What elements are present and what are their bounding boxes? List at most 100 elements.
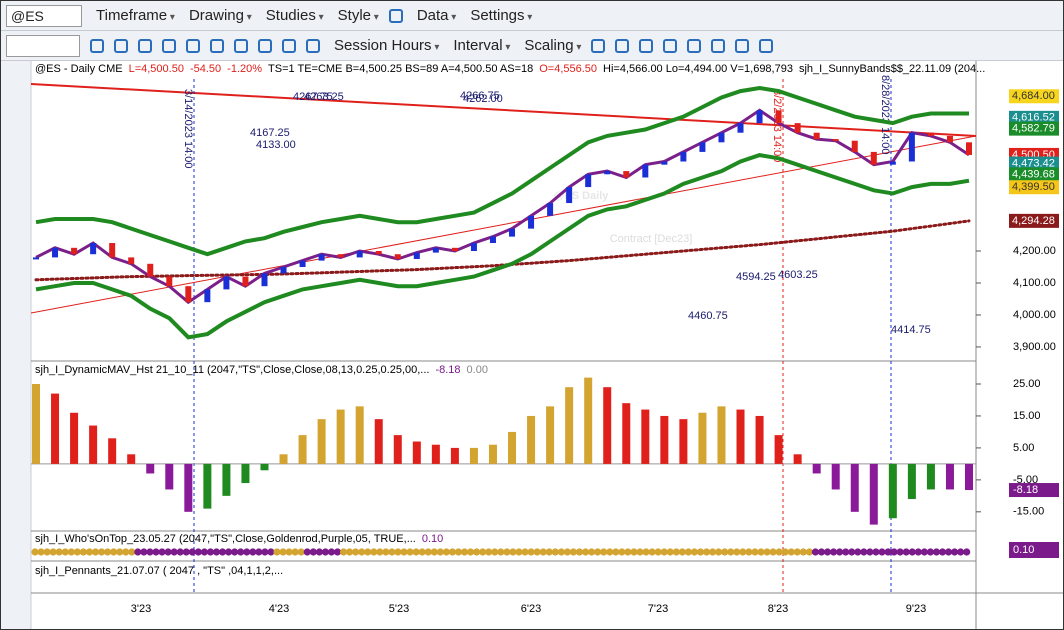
menu[interactable]: Session Hours <box>334 37 439 54</box>
dot <box>648 548 656 556</box>
value-box <box>1009 542 1059 558</box>
dot <box>255 548 263 556</box>
dot <box>557 548 565 556</box>
histogram-bar <box>374 419 383 464</box>
header-value: -8.18 <box>435 364 460 376</box>
icon[interactable] <box>711 38 726 53</box>
icon[interactable] <box>388 8 403 23</box>
dot <box>430 548 438 556</box>
x-tick-label: 6'23 <box>521 603 541 615</box>
dot <box>727 548 735 556</box>
dot-segment <box>811 548 971 556</box>
dot <box>781 548 789 556</box>
symbol-box[interactable]: @ES <box>6 4 82 27</box>
annotation: 4460.75 <box>688 310 728 322</box>
menu[interactable]: Drawing <box>189 7 252 24</box>
icon[interactable] <box>687 38 702 53</box>
header-item: Hi=4,566.00 Lo=4,494.00 V=1,698,793 <box>603 63 793 75</box>
icon[interactable] <box>186 38 200 53</box>
dot <box>830 548 838 556</box>
dot <box>110 548 118 556</box>
candle <box>966 142 972 155</box>
annotation: 4263.25 <box>304 91 344 103</box>
menu[interactable]: Data <box>417 7 457 24</box>
histogram-bar <box>412 441 421 464</box>
histogram-bar <box>488 444 497 464</box>
icon[interactable] <box>162 38 176 53</box>
histogram-bar <box>70 412 79 464</box>
menu[interactable]: Style <box>338 7 379 24</box>
menu[interactable]: Settings <box>470 7 532 24</box>
candle <box>870 151 877 165</box>
dot <box>515 548 523 556</box>
dot <box>588 548 596 556</box>
icon[interactable] <box>735 38 750 53</box>
header-value: 0.00 <box>467 364 488 376</box>
x-axis: 3'23 4'23 5'23 6'23 7'23 8'23 9'23 <box>131 603 926 615</box>
icon[interactable] <box>663 38 678 53</box>
icon[interactable] <box>114 38 128 53</box>
dot <box>279 548 287 556</box>
dot <box>575 548 584 556</box>
value-box <box>1009 483 1059 498</box>
dot <box>406 548 414 556</box>
dot <box>775 548 783 556</box>
dot <box>146 548 154 556</box>
dot <box>721 548 729 556</box>
icon[interactable] <box>138 38 152 53</box>
histogram-bar <box>774 435 783 464</box>
icon[interactable] <box>639 38 654 53</box>
candle <box>470 243 477 252</box>
icon[interactable] <box>90 38 104 53</box>
dot <box>581 548 590 556</box>
icon[interactable] <box>282 38 296 53</box>
menu[interactable]: Scaling <box>524 37 581 54</box>
dot <box>884 548 892 556</box>
candle <box>71 247 78 255</box>
dot <box>793 548 801 556</box>
dot <box>491 548 499 556</box>
histogram-bar <box>698 412 707 464</box>
icon[interactable] <box>759 38 774 53</box>
dot <box>388 548 396 556</box>
candle <box>394 254 401 260</box>
candle <box>337 254 344 258</box>
dot <box>291 548 299 556</box>
menu[interactable]: Studies <box>266 7 324 24</box>
dot <box>400 548 408 556</box>
menu[interactable]: Timeframe <box>96 7 175 24</box>
dot <box>104 548 112 556</box>
dot <box>872 548 880 556</box>
dot <box>848 548 856 556</box>
annotation: 4133.00 <box>256 139 296 151</box>
icon[interactable] <box>234 38 248 53</box>
dropdown[interactable] <box>6 34 80 57</box>
histogram-bar <box>165 463 174 490</box>
dot <box>914 548 922 556</box>
histogram-bar <box>260 463 269 471</box>
y-tick-label: 3,900.00 <box>1013 341 1056 353</box>
menu[interactable]: Interval <box>453 37 510 54</box>
candle <box>813 132 820 140</box>
candle <box>90 243 97 255</box>
icon[interactable] <box>210 38 224 53</box>
dot <box>285 548 293 556</box>
time-mark-label: 8/2/2023 14:00 <box>771 89 783 162</box>
icon[interactable] <box>615 38 630 53</box>
candle <box>642 164 649 178</box>
dot <box>134 548 142 556</box>
dot <box>394 548 402 556</box>
histogram-bar <box>317 419 326 464</box>
dot <box>188 548 196 556</box>
price-label: 4,684.00 <box>1012 90 1055 102</box>
icon[interactable] <box>258 38 272 53</box>
icon[interactable] <box>591 38 606 53</box>
dot <box>908 548 916 556</box>
icon[interactable] <box>306 38 320 53</box>
annotation: 4167.25 <box>250 127 290 139</box>
header-item: -1.20% <box>227 63 262 75</box>
price-label: 4,582.79 <box>1012 123 1055 135</box>
dot <box>854 548 862 556</box>
watermark: Contract [Dec23] <box>610 233 693 245</box>
